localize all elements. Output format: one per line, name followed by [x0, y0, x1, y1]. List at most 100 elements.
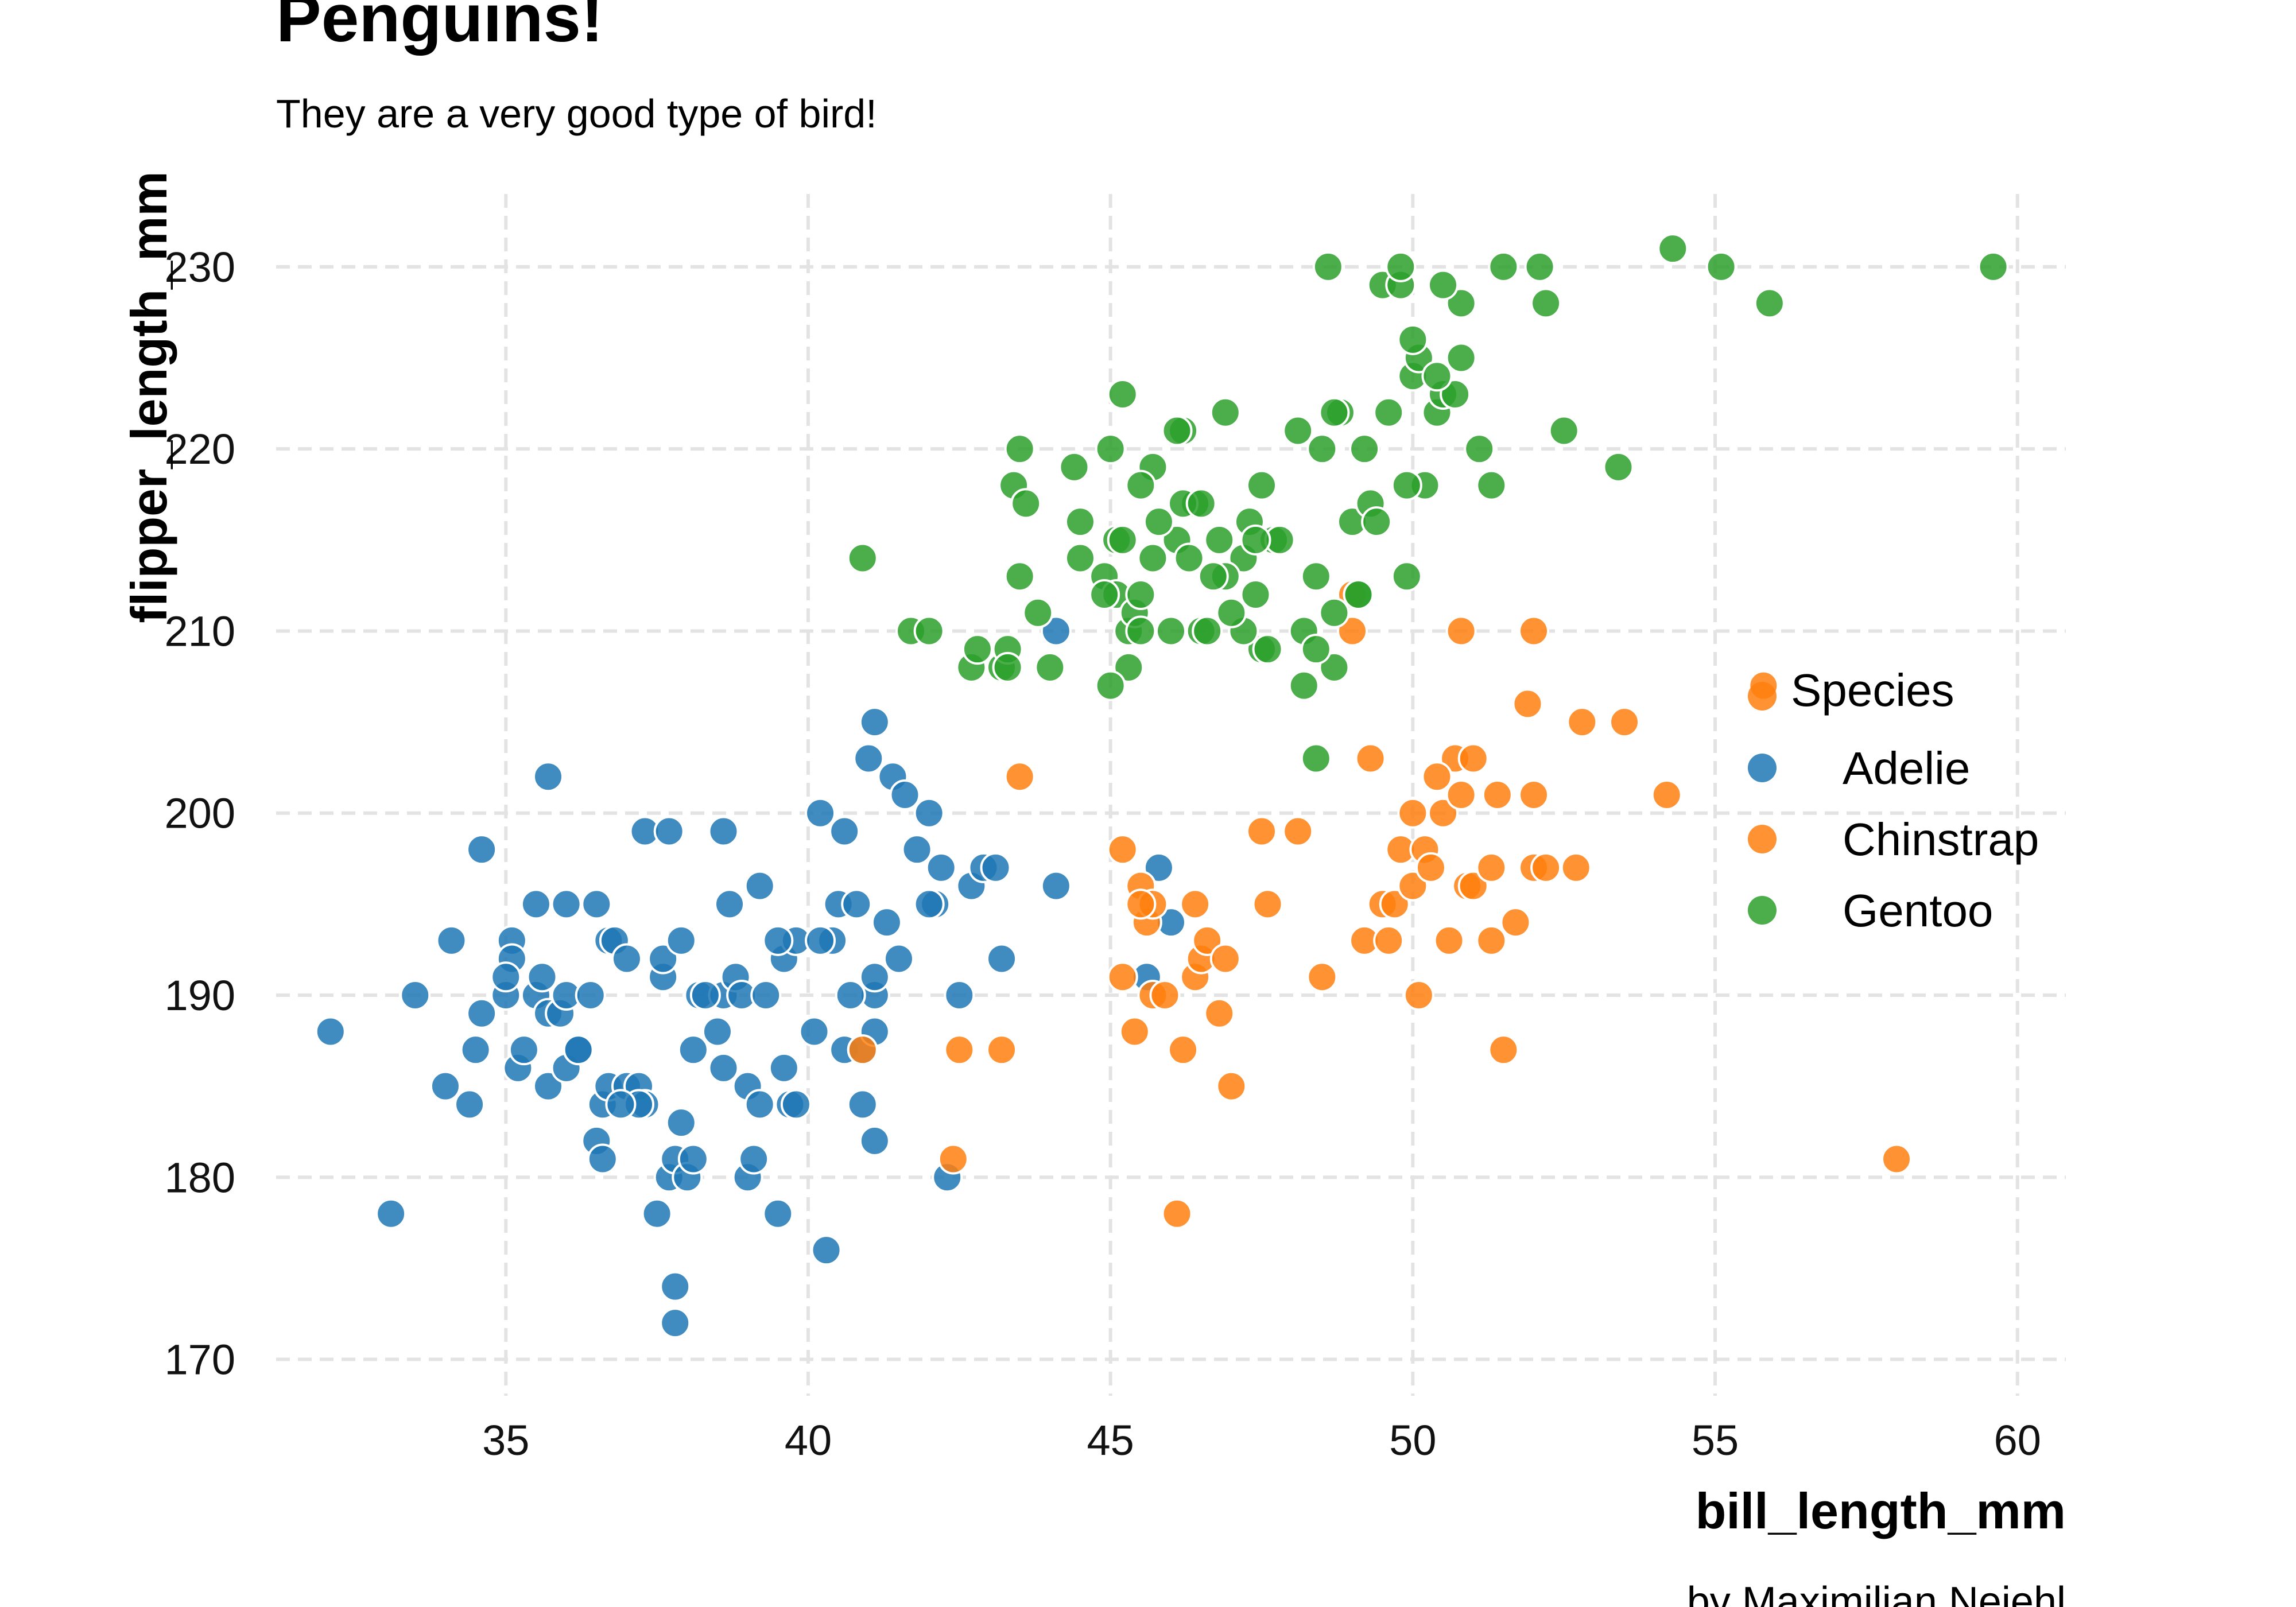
data-point: [1252, 888, 1283, 920]
data-point: [1651, 779, 1682, 810]
data-point: [1282, 415, 1314, 447]
data-point: [641, 1198, 673, 1229]
x-axis-label: bill_length_mm: [1696, 1482, 2066, 1539]
data-point: [1149, 980, 1181, 1011]
legend-marker-adelie: [1748, 754, 1777, 782]
series-gentoo: [847, 233, 2009, 774]
data-point: [944, 1034, 975, 1066]
data-point: [805, 797, 836, 829]
data-point: [913, 797, 945, 829]
data-point: [533, 1070, 564, 1102]
data-point: [986, 943, 1018, 975]
data-point: [1397, 870, 1429, 902]
data-point: [647, 943, 679, 975]
data-point: [1428, 269, 1459, 301]
data-point: [1349, 433, 1380, 465]
x-tick-label: 60: [1994, 1416, 2041, 1464]
data-point: [587, 1143, 618, 1175]
data-point: [1119, 1016, 1150, 1047]
data-point: [1185, 488, 1217, 519]
x-tick-label: 35: [482, 1416, 529, 1464]
legend-title: Species: [1791, 665, 1954, 716]
data-point: [1161, 1198, 1193, 1229]
data-point: [1566, 707, 1598, 738]
data-point: [1464, 433, 1495, 465]
data-point: [1125, 888, 1157, 920]
data-point: [1530, 288, 1562, 319]
data-point: [980, 852, 1011, 883]
legend: Species Adelie Chinstrap Gentoo: [1748, 665, 2039, 936]
data-point: [1306, 961, 1338, 993]
data-point: [847, 1034, 878, 1066]
data-point: [1064, 542, 1096, 574]
data-point: [1476, 925, 1507, 956]
data-point: [762, 925, 794, 956]
data-point: [1107, 379, 1138, 410]
data-point: [1457, 870, 1489, 902]
data-point: [1512, 688, 1543, 720]
data-point: [1240, 579, 1271, 610]
data-point: [1500, 907, 1531, 938]
data-point: [1282, 816, 1314, 847]
data-point: [1040, 615, 1072, 647]
data-point: [835, 980, 866, 1011]
data-point: [1125, 579, 1157, 610]
data-point: [744, 870, 775, 902]
series-chinstrap: [847, 579, 1913, 1229]
data-point: [508, 1034, 540, 1066]
data-point: [689, 980, 721, 1011]
data-point: [1004, 433, 1035, 465]
x-tick-label: 40: [785, 1416, 832, 1464]
data-point: [1240, 524, 1271, 556]
data-point: [1518, 615, 1550, 647]
legend-label-gentoo: Gentoo: [1843, 885, 1993, 936]
data-point: [798, 1016, 830, 1047]
data-point: [1089, 579, 1120, 610]
data-point: [1125, 469, 1157, 501]
data-point: [1403, 980, 1434, 1011]
data-point: [937, 1143, 969, 1175]
data-point: [1010, 488, 1042, 519]
x-tick-label: 50: [1389, 1416, 1436, 1464]
data-point: [1004, 561, 1035, 592]
data-point: [1385, 251, 1417, 282]
data-point: [925, 852, 957, 883]
data-point: [847, 1089, 878, 1120]
y-axis-label: flipper_length_mm: [121, 171, 177, 623]
data-point: [454, 1089, 486, 1120]
data-point: [714, 888, 746, 920]
data-point: [1445, 288, 1477, 319]
y-tick-label: 220: [165, 425, 235, 473]
legend-label-adelie: Adelie: [1843, 743, 1970, 794]
data-point: [1312, 251, 1344, 282]
data-point: [1337, 615, 1368, 647]
data-point: [1318, 651, 1350, 683]
data-point: [829, 816, 860, 847]
data-point: [738, 1143, 770, 1175]
data-point: [1107, 524, 1138, 556]
data-point: [1433, 925, 1465, 956]
data-point: [1107, 961, 1138, 993]
data-point: [1300, 634, 1332, 665]
data-point: [750, 980, 782, 1011]
data-point: [859, 1125, 890, 1156]
data-point: [1476, 852, 1507, 883]
data-point: [1518, 779, 1550, 810]
data-point: [1300, 743, 1332, 774]
data-point: [708, 1052, 739, 1084]
x-tick-label: 55: [1692, 1416, 1739, 1464]
data-point: [466, 834, 498, 865]
data-point: [1560, 852, 1592, 883]
data-point: [1064, 506, 1096, 538]
data-point: [1488, 1034, 1519, 1066]
data-point: [677, 1034, 709, 1066]
x-tick-labels: 35 40 45 50 55 60: [482, 1416, 2041, 1464]
data-point: [429, 1070, 461, 1102]
data-point: [1216, 597, 1247, 628]
data-point: [847, 542, 878, 574]
data-point: [1168, 1034, 1199, 1066]
data-point: [1609, 707, 1640, 738]
data-point: [1488, 251, 1519, 282]
data-point: [677, 1143, 709, 1175]
data-point: [986, 1034, 1018, 1066]
